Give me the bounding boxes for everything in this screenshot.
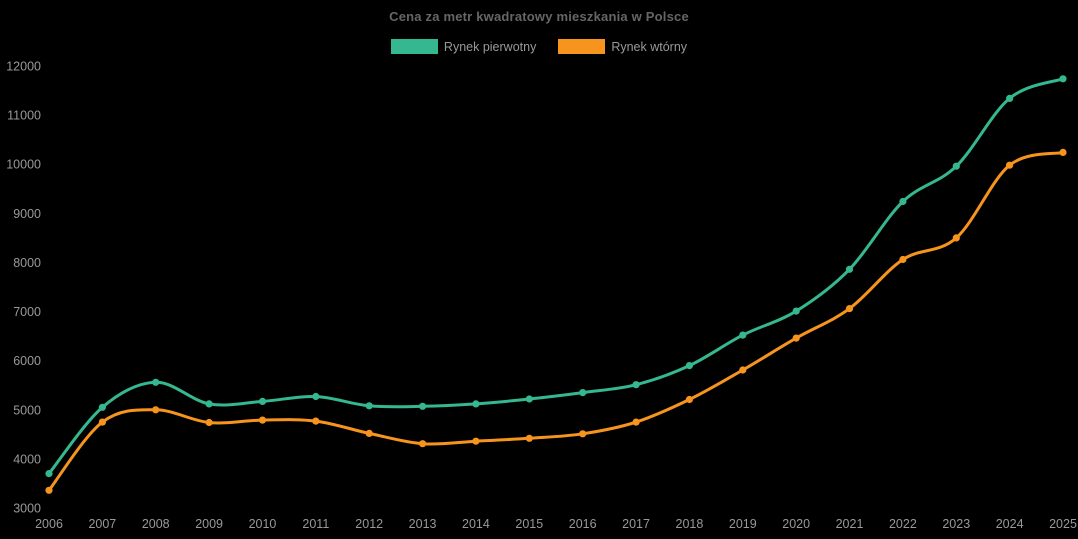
data-point[interactable] [365, 402, 373, 410]
data-point[interactable] [98, 403, 106, 411]
data-point[interactable] [739, 331, 747, 339]
data-point[interactable] [952, 162, 960, 170]
series-line-1 [47, 150, 1065, 492]
data-point[interactable] [472, 437, 480, 445]
x-axis-tick-label: 2021 [836, 517, 864, 531]
data-point[interactable] [258, 416, 267, 424]
x-axis-tick-label: 2015 [515, 517, 543, 531]
data-point[interactable] [419, 402, 427, 410]
data-point[interactable] [792, 334, 800, 342]
y-axis-tick-label: 8000 [13, 256, 41, 270]
y-axis-tick-label: 5000 [13, 403, 41, 417]
legend: Rynek pierwotny Rynek wtórny [0, 39, 1078, 54]
data-point[interactable] [45, 486, 53, 494]
legend-item-rynek-pierwotny[interactable]: Rynek pierwotny [390, 39, 537, 54]
x-axis-tick-label: 2019 [729, 517, 757, 531]
data-point[interactable] [419, 440, 427, 448]
x-axis-tick-label: 2012 [355, 517, 383, 531]
data-point[interactable] [579, 389, 587, 397]
data-point[interactable] [685, 362, 694, 370]
series-line-0 [47, 77, 1065, 476]
data-point[interactable] [312, 392, 320, 401]
data-point[interactable] [739, 366, 747, 374]
data-point[interactable] [1006, 94, 1014, 102]
x-axis-tick-label: 2006 [35, 517, 63, 531]
y-axis-tick-label: 7000 [13, 305, 41, 319]
y-axis-tick-label: 6000 [13, 354, 41, 368]
data-point[interactable] [1006, 161, 1014, 169]
x-axis-tick-label: 2025 [1049, 517, 1077, 531]
x-axis-tick-label: 2018 [676, 517, 704, 531]
y-axis-tick-label: 11000 [7, 109, 41, 123]
data-point[interactable] [792, 307, 800, 315]
x-axis-tick-label: 2017 [622, 517, 650, 531]
data-point[interactable] [472, 400, 480, 408]
data-point[interactable] [205, 400, 213, 408]
y-axis-tick-label: 12000 [6, 60, 41, 74]
data-point[interactable] [525, 434, 533, 442]
y-axis-tick-label: 4000 [13, 452, 41, 466]
x-axis-tick-label: 2024 [996, 517, 1024, 531]
data-point[interactable] [632, 381, 640, 389]
x-axis-tick-label: 2016 [569, 517, 597, 531]
y-axis-tick-label: 10000 [6, 158, 41, 172]
data-point[interactable] [632, 418, 640, 426]
data-point[interactable] [1059, 75, 1067, 83]
data-point[interactable] [1059, 148, 1067, 156]
data-point[interactable] [845, 305, 854, 313]
data-point[interactable] [98, 418, 106, 426]
legend-swatch-secondary [558, 39, 606, 54]
legend-label-primary: Rynek pierwotny [443, 39, 537, 54]
x-axis-tick-label: 2020 [782, 517, 810, 531]
x-axis-tick-label: 2014 [462, 517, 490, 531]
data-point[interactable] [952, 234, 960, 242]
data-point[interactable] [845, 265, 854, 273]
data-point[interactable] [152, 406, 160, 414]
data-point[interactable] [899, 255, 907, 264]
x-axis-tick-label: 2013 [409, 517, 437, 531]
x-axis-tick-label: 2010 [249, 517, 277, 531]
chart-title: Cena za metr kwadratowy mieszkania w Pol… [389, 9, 689, 24]
data-point[interactable] [45, 470, 53, 478]
data-point[interactable] [899, 197, 907, 206]
legend-item-rynek-wtorny[interactable]: Rynek wtórny [558, 39, 687, 54]
x-axis-tick-label: 2011 [302, 517, 329, 531]
data-point[interactable] [579, 430, 587, 438]
legend-swatch-primary [390, 39, 438, 54]
data-point[interactable] [312, 417, 320, 425]
legend-label-secondary: Rynek wtórny [611, 39, 688, 54]
data-point[interactable] [205, 418, 213, 427]
x-axis-tick-label: 2008 [142, 517, 170, 531]
data-point[interactable] [152, 378, 160, 386]
x-axis-tick-label: 2007 [88, 517, 116, 531]
x-axis-tick-label: 2022 [889, 517, 917, 531]
y-axis-tick-label: 3000 [13, 502, 41, 516]
x-axis-tick-label: 2023 [942, 517, 970, 531]
data-point[interactable] [685, 395, 694, 404]
data-point[interactable] [525, 395, 533, 403]
data-point[interactable] [258, 397, 267, 405]
data-point[interactable] [365, 429, 373, 437]
y-axis-tick-label: 9000 [13, 207, 41, 221]
x-axis-tick-label: 2009 [195, 517, 223, 531]
